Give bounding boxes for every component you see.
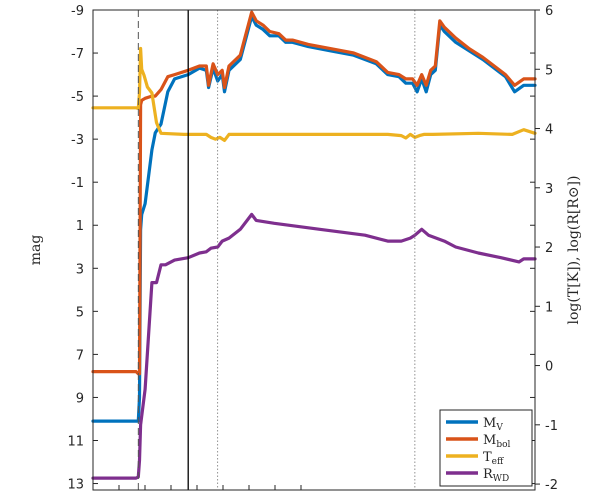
right-axis-title: log(T[K]), log(R[R⊙]) (566, 176, 582, 325)
left-tick-label: 7 (76, 348, 84, 363)
right-tick-label: -2 (545, 478, 558, 493)
right-tick-label: 2 (545, 241, 553, 256)
left-axis-title: mag (28, 235, 44, 266)
series-line-mbol (91, 10, 537, 376)
left-tick-label: -1 (71, 176, 84, 191)
right-tick-label: -1 (545, 419, 558, 434)
left-tick-label: -7 (71, 47, 84, 62)
left-tick-label: 1 (76, 219, 84, 234)
right-tick-label: 4 (545, 123, 553, 138)
plot-area-frame (92, 9, 536, 491)
right-tick-label: 5 (545, 63, 553, 78)
right-tick-label: 3 (545, 182, 553, 197)
left-tick-label: 5 (76, 305, 84, 320)
series-line-mv (91, 14, 537, 423)
left-tick-label: -9 (71, 4, 84, 19)
left-tick-label: 11 (67, 434, 84, 449)
series-line-teff (91, 46, 537, 142)
series-layer (91, 10, 537, 480)
marker-lines (137, 10, 416, 490)
series-line-rwd (91, 212, 537, 480)
left-tick-label: -3 (71, 133, 84, 148)
left-tick-label: 9 (76, 391, 84, 406)
right-tick-label: 6 (545, 4, 553, 19)
left-tick-label: -5 (71, 90, 84, 105)
right-tick-label: 0 (545, 360, 553, 375)
left-tick-label: 3 (76, 262, 84, 277)
left-tick-label: 13 (67, 478, 84, 493)
right-tick-label: 1 (545, 300, 553, 315)
